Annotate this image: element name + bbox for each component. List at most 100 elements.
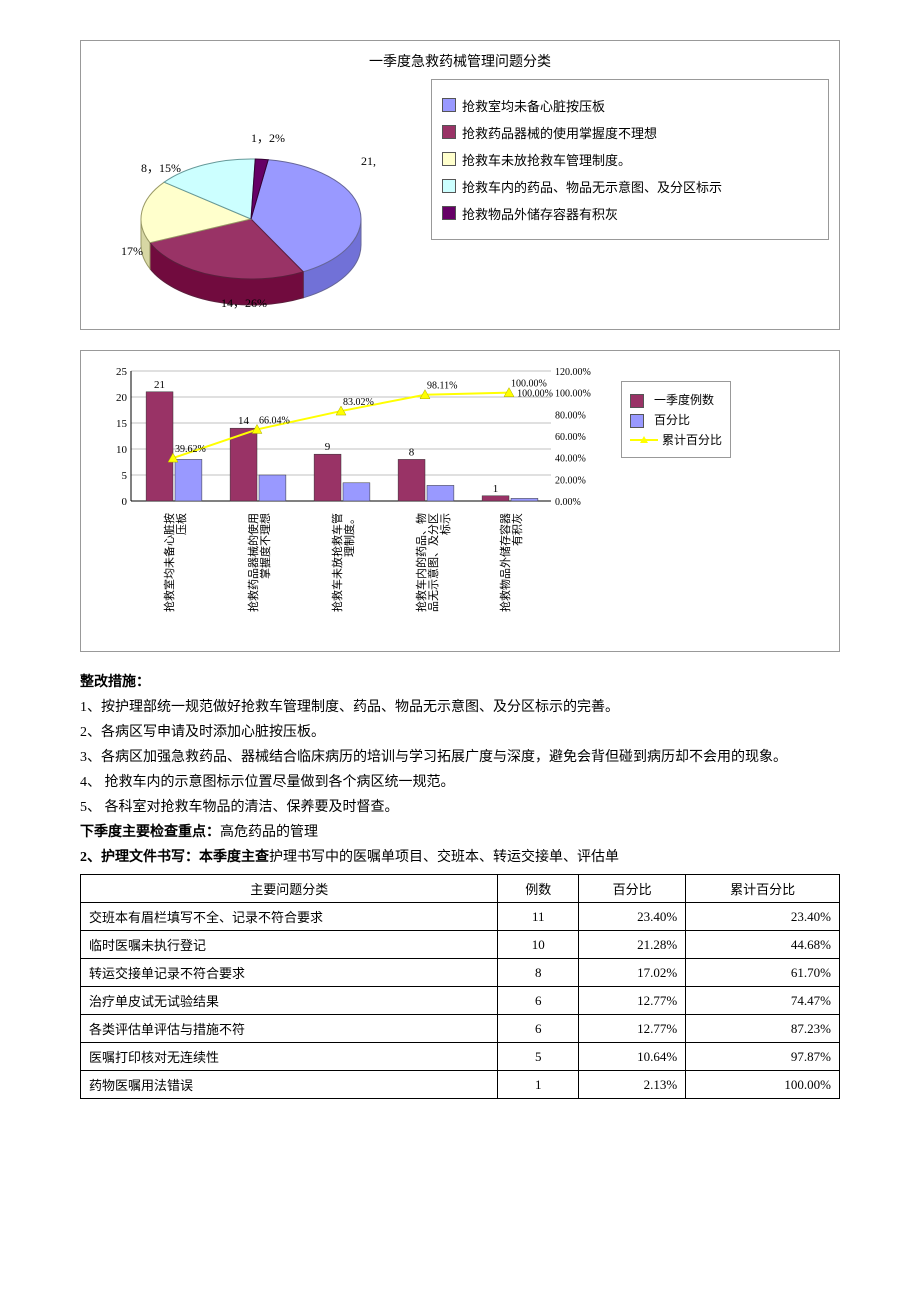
next-quarter-prefix: 下季度主要检查重点： bbox=[80, 825, 220, 840]
svg-text:抢救车内的药品、物品无示意图、及分区标示: 抢救车内的药品、物品无示意图、及分区标示 bbox=[414, 513, 452, 612]
svg-text:15: 15 bbox=[116, 418, 128, 430]
table-row: 治疗单皮试无试验结果612.77%74.47% bbox=[81, 987, 840, 1015]
pie-data-label: 17% bbox=[121, 244, 143, 259]
legend-swatch bbox=[630, 394, 644, 408]
pareto-legend-item: 百分比 bbox=[630, 411, 722, 428]
pie-svg bbox=[91, 79, 431, 319]
pie-legend-item: 抢救室均未备心脏按压板 bbox=[442, 96, 818, 115]
legend-label: 百分比 bbox=[654, 411, 690, 428]
svg-text:40.00%: 40.00% bbox=[555, 454, 586, 465]
pie-svg-container: 21,14，26%17%8，15%1，2% bbox=[91, 79, 431, 319]
remediation-item: 1、按护理部统一规范做好抢救车管理制度、药品、物品无示意图、及分区标示的完善。 bbox=[80, 697, 840, 718]
issue-table: 主要问题分类例数百分比累计百分比 交班本有眉栏填写不全、记录不符合要求1123.… bbox=[80, 874, 840, 1099]
legend-swatch bbox=[442, 152, 456, 166]
table-header: 主要问题分类 bbox=[81, 875, 498, 903]
legend-swatch bbox=[442, 206, 456, 220]
svg-text:8: 8 bbox=[409, 446, 415, 458]
legend-swatch bbox=[442, 179, 456, 193]
legend-swatch bbox=[630, 414, 644, 428]
section2-tail: 护理书写中的医嘱单项目、交班本、转运交接单、评估单 bbox=[269, 850, 619, 865]
svg-text:抢救物品外储存容器有积灰: 抢救物品外储存容器有积灰 bbox=[498, 513, 524, 612]
table-cell: 6 bbox=[498, 1015, 579, 1043]
remediation-item: 5、 各科室对抢救车物品的清洁、保养要及时督查。 bbox=[80, 797, 840, 818]
table-cell: 87.23% bbox=[686, 1015, 840, 1043]
svg-text:抢救药品器械的使用掌握度不理想: 抢救药品器械的使用掌握度不理想 bbox=[246, 513, 272, 612]
table-cell: 23.40% bbox=[579, 903, 686, 931]
table-cell: 10 bbox=[498, 931, 579, 959]
svg-text:20: 20 bbox=[116, 392, 128, 404]
remediation-list: 1、按护理部统一规范做好抢救车管理制度、药品、物品无示意图、及分区标示的完善。 2… bbox=[80, 697, 840, 818]
pie-chart-box: 一季度急救药械管理问题分类 21,14，26%17%8，15%1，2% 抢救室均… bbox=[80, 40, 840, 330]
legend-label: 一季度例数 bbox=[654, 391, 714, 408]
pie-legend-item: 抢救物品外储存容器有积灰 bbox=[442, 204, 818, 223]
svg-text:25: 25 bbox=[116, 366, 128, 378]
pie-legend-item: 抢救车内的药品、物品无示意图、及分区标示 bbox=[442, 177, 818, 196]
table-cell: 交班本有眉栏填写不全、记录不符合要求 bbox=[81, 903, 498, 931]
remediation-item: 2、各病区写申请及时添加心脏按压板。 bbox=[80, 722, 840, 743]
pie-chart-title: 一季度急救药械管理问题分类 bbox=[91, 51, 829, 71]
pie-chart-content: 21,14，26%17%8，15%1，2% 抢救室均未备心脏按压板抢救药品器械的… bbox=[91, 79, 829, 319]
svg-text:120.00%: 120.00% bbox=[555, 367, 591, 378]
svg-text:80.00%: 80.00% bbox=[555, 410, 586, 421]
svg-text:1: 1 bbox=[493, 483, 499, 495]
table-cell: 医嘱打印核对无连续性 bbox=[81, 1043, 498, 1071]
table-cell: 8 bbox=[498, 959, 579, 987]
pareto-plot: 05101520250.00%20.00%40.00%60.00%80.00%1… bbox=[91, 361, 611, 641]
table-cell: 12.77% bbox=[579, 1015, 686, 1043]
table-cell: 10.64% bbox=[579, 1043, 686, 1071]
table-cell: 61.70% bbox=[686, 959, 840, 987]
svg-text:14: 14 bbox=[238, 415, 250, 427]
pie-legend-item: 抢救车未放抢救车管理制度。 bbox=[442, 150, 818, 169]
table-row: 转运交接单记录不符合要求817.02%61.70% bbox=[81, 959, 840, 987]
svg-text:39.62%: 39.62% bbox=[175, 444, 206, 455]
table-cell: 23.40% bbox=[686, 903, 840, 931]
legend-label: 抢救物品外储存容器有积灰 bbox=[462, 204, 618, 223]
svg-text:0.00%: 0.00% bbox=[555, 497, 581, 508]
table-cell: 临时医嘱未执行登记 bbox=[81, 931, 498, 959]
table-row: 各类评估单评估与措施不符612.77%87.23% bbox=[81, 1015, 840, 1043]
legend-label: 抢救药品器械的使用掌握度不理想 bbox=[462, 123, 657, 142]
legend-swatch bbox=[442, 125, 456, 139]
svg-text:抢救室均未备心脏按压板: 抢救室均未备心脏按压板 bbox=[162, 513, 188, 612]
pareto-legend-item: 累计百分比 bbox=[630, 431, 722, 448]
table-cell: 5 bbox=[498, 1043, 579, 1071]
pareto-svg: 05101520250.00%20.00%40.00%60.00%80.00%1… bbox=[91, 361, 611, 641]
legend-label: 累计百分比 bbox=[662, 431, 722, 448]
svg-text:100.00%: 100.00% bbox=[511, 379, 547, 390]
table-row: 临时医嘱未执行登记1021.28%44.68% bbox=[81, 931, 840, 959]
remediation-item: 3、各病区加强急救药品、器械结合临床病历的培训与学习拓展广度与深度，避免会背但碰… bbox=[80, 747, 840, 768]
svg-text:9: 9 bbox=[325, 441, 331, 453]
svg-text:60.00%: 60.00% bbox=[555, 432, 586, 443]
svg-text:20.00%: 20.00% bbox=[555, 475, 586, 486]
table-cell: 17.02% bbox=[579, 959, 686, 987]
pareto-chart-box: 05101520250.00%20.00%40.00%60.00%80.00%1… bbox=[80, 350, 840, 652]
legend-label: 抢救室均未备心脏按压板 bbox=[462, 96, 605, 115]
legend-swatch bbox=[442, 98, 456, 112]
pareto-legend: 一季度例数百分比累计百分比 bbox=[621, 381, 731, 458]
svg-text:5: 5 bbox=[122, 470, 128, 482]
table-cell: 21.28% bbox=[579, 931, 686, 959]
table-cell: 1 bbox=[498, 1071, 579, 1099]
table-header: 累计百分比 bbox=[686, 875, 840, 903]
pie-data-label: 14，26% bbox=[221, 294, 267, 311]
table-header: 百分比 bbox=[579, 875, 686, 903]
pie-legend-item: 抢救药品器械的使用掌握度不理想 bbox=[442, 123, 818, 142]
table-row: 交班本有眉栏填写不全、记录不符合要求1123.40%23.40% bbox=[81, 903, 840, 931]
svg-text:98.11%: 98.11% bbox=[427, 381, 457, 392]
table-cell: 治疗单皮试无试验结果 bbox=[81, 987, 498, 1015]
legend-label: 抢救车内的药品、物品无示意图、及分区标示 bbox=[462, 177, 722, 196]
svg-text:0: 0 bbox=[122, 496, 128, 508]
table-row: 药物医嘱用法错误12.13%100.00% bbox=[81, 1071, 840, 1099]
svg-text:100.00%: 100.00% bbox=[517, 389, 553, 400]
table-cell: 100.00% bbox=[686, 1071, 840, 1099]
remediation-title: 整改措施： bbox=[80, 675, 150, 690]
table-cell: 44.68% bbox=[686, 931, 840, 959]
table-row: 医嘱打印核对无连续性510.64%97.87% bbox=[81, 1043, 840, 1071]
svg-text:83.02%: 83.02% bbox=[343, 397, 374, 408]
svg-text:抢救车未放抢救车管理制度。: 抢救车未放抢救车管理制度。 bbox=[330, 513, 356, 612]
legend-line-swatch bbox=[630, 439, 658, 441]
pie-data-label: 1，2% bbox=[251, 129, 285, 146]
table-cell: 各类评估单评估与措施不符 bbox=[81, 1015, 498, 1043]
svg-text:66.04%: 66.04% bbox=[259, 415, 290, 426]
pie-legend: 抢救室均未备心脏按压板抢救药品器械的使用掌握度不理想抢救车未放抢救车管理制度。抢… bbox=[431, 79, 829, 240]
